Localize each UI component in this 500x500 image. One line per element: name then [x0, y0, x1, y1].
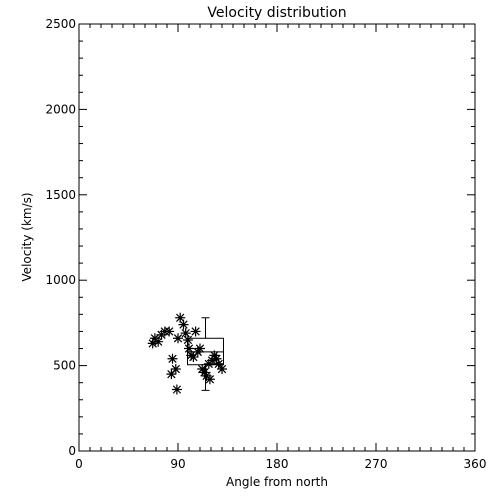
data-point — [207, 355, 218, 366]
data-point — [211, 353, 222, 364]
data-point — [166, 369, 177, 380]
chart-title: Velocity distribution — [207, 5, 346, 21]
x-tick-label: 90 — [170, 457, 185, 471]
x-tick-label: 270 — [365, 457, 388, 471]
data-point — [199, 367, 210, 378]
data-point — [195, 343, 205, 354]
y-tick-label: 0 — [68, 444, 76, 458]
x-tick-label: 0 — [75, 457, 83, 471]
data-point — [184, 343, 194, 354]
data-point — [217, 364, 227, 375]
x-tick-label: 360 — [464, 457, 487, 471]
x-axis-label: Angle from north — [226, 475, 328, 489]
plot-area — [78, 23, 476, 452]
data-point — [164, 326, 175, 337]
data-points — [147, 312, 227, 395]
data-point — [170, 364, 181, 375]
y-tick-label: 1000 — [45, 273, 76, 287]
y-tick-label: 2500 — [45, 17, 76, 31]
y-axis-label: Velocity (km/s) — [20, 192, 34, 281]
y-tick-label: 2000 — [45, 102, 76, 116]
y-tick-label: 500 — [53, 359, 76, 373]
data-point — [147, 338, 158, 349]
data-point — [197, 364, 208, 375]
data-point — [153, 336, 164, 347]
data-point — [192, 346, 203, 357]
tick-marks — [78, 23, 476, 452]
data-point — [204, 374, 215, 385]
y-tick-label: 1500 — [45, 188, 76, 202]
data-point — [182, 334, 193, 345]
data-point — [178, 319, 189, 330]
data-point — [213, 358, 224, 369]
data-point — [173, 333, 183, 344]
tick-labels: 0 90 180 270 360 0 500 1000 1500 2000 2500 — [45, 17, 486, 471]
data-point — [190, 326, 201, 337]
data-point — [175, 312, 186, 323]
data-point — [167, 353, 178, 364]
data-point — [171, 384, 182, 395]
data-point — [209, 350, 220, 361]
x-tick-label: 180 — [266, 457, 289, 471]
data-point — [188, 352, 199, 363]
data-point — [180, 328, 191, 339]
